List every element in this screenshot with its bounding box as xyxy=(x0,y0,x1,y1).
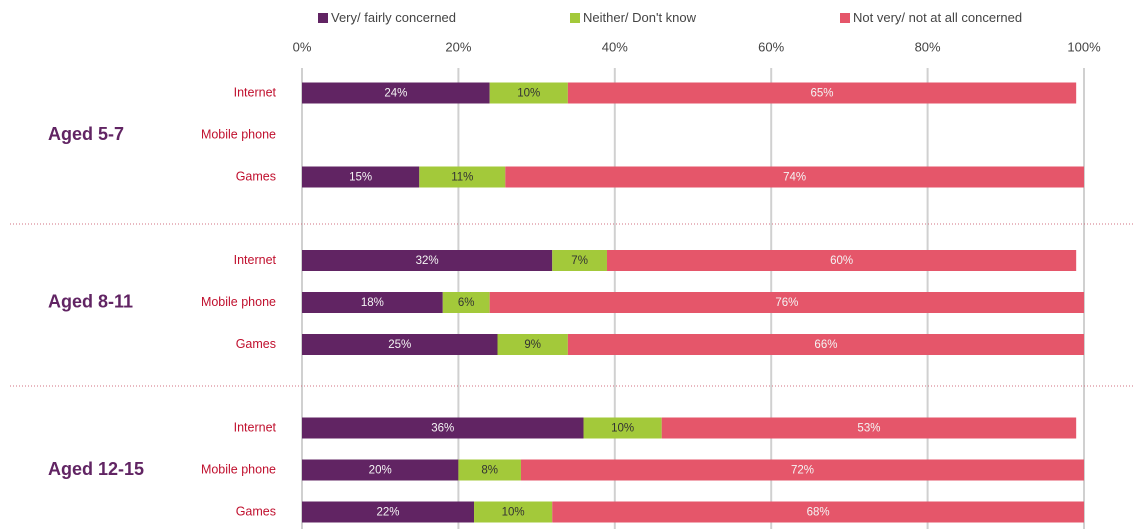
data-label: 53% xyxy=(857,423,880,435)
group-label: Aged 5-7 xyxy=(48,124,124,144)
bar-segment xyxy=(458,459,521,481)
y-tick-label: Games xyxy=(236,337,276,351)
data-label: 10% xyxy=(517,88,540,100)
data-label: 65% xyxy=(811,88,834,100)
bar-segment xyxy=(552,250,607,271)
bar-segment xyxy=(661,417,1077,439)
y-tick-label: Games xyxy=(236,169,276,183)
data-label: 25% xyxy=(388,339,411,351)
data-label: 6% xyxy=(458,297,475,309)
bar-segment xyxy=(606,250,1077,271)
bar-segment xyxy=(489,82,568,104)
data-label: 66% xyxy=(814,339,837,351)
legend-swatch xyxy=(318,13,328,23)
x-tick-label: 60% xyxy=(758,39,784,54)
data-label: 74% xyxy=(783,172,806,184)
data-label: 11% xyxy=(451,172,473,184)
data-label: 32% xyxy=(416,255,439,267)
data-label: 36% xyxy=(431,423,454,435)
y-tick-label: Mobile phone xyxy=(201,462,276,476)
bar-segment xyxy=(489,292,1084,313)
bar-segment xyxy=(497,334,568,355)
data-label: 76% xyxy=(775,297,798,309)
data-label: 20% xyxy=(369,465,392,477)
y-tick-label: Internet xyxy=(234,85,277,99)
data-label: 18% xyxy=(361,297,384,309)
bar-segment xyxy=(302,292,443,313)
bar-segment xyxy=(302,166,420,188)
legend-label: Not very/ not at all concerned xyxy=(853,10,1022,25)
bar-segment xyxy=(520,459,1084,481)
data-label: 8% xyxy=(481,465,498,477)
data-label: 9% xyxy=(524,339,541,351)
data-label: 15% xyxy=(349,172,372,184)
bar-segment xyxy=(552,501,1084,523)
x-tick-label: 100% xyxy=(1067,39,1101,54)
x-tick-label: 40% xyxy=(602,39,628,54)
bar-segment xyxy=(302,334,498,355)
bar-segment xyxy=(302,459,459,481)
bar-segment xyxy=(583,417,662,439)
data-label: 68% xyxy=(807,507,830,519)
data-label: 24% xyxy=(384,88,407,100)
x-tick-label: 20% xyxy=(445,39,471,54)
group-label: Aged 12-15 xyxy=(48,459,144,479)
x-tick-label: 0% xyxy=(293,39,312,54)
bar-segment xyxy=(567,82,1077,104)
data-label: 22% xyxy=(377,507,400,519)
data-label: 60% xyxy=(830,255,853,267)
bar-segment xyxy=(505,166,1084,188)
group-label: Aged 8-11 xyxy=(48,291,133,311)
y-tick-label: Mobile phone xyxy=(201,295,276,309)
legend-label: Very/ fairly concerned xyxy=(331,10,456,25)
y-tick-label: Games xyxy=(236,504,276,518)
legend-swatch xyxy=(570,13,580,23)
bar-segment xyxy=(302,501,475,523)
bar-segment xyxy=(419,166,506,188)
legend-label: Neither/ Don't know xyxy=(583,10,697,25)
bar-segment xyxy=(302,82,490,104)
x-tick-label: 80% xyxy=(915,39,941,54)
data-label: 7% xyxy=(571,255,588,267)
bar-segment xyxy=(302,417,584,439)
bar-segment xyxy=(302,250,553,271)
data-label: 10% xyxy=(611,423,634,435)
legend-swatch xyxy=(840,13,850,23)
y-tick-label: Internet xyxy=(234,420,277,434)
bar-segment xyxy=(567,334,1084,355)
data-label: 10% xyxy=(502,507,525,519)
bar-segment xyxy=(442,292,490,313)
y-tick-label: Internet xyxy=(234,253,277,267)
bar-segment xyxy=(474,501,553,523)
y-tick-label: Mobile phone xyxy=(201,127,276,141)
data-label: 72% xyxy=(791,465,814,477)
